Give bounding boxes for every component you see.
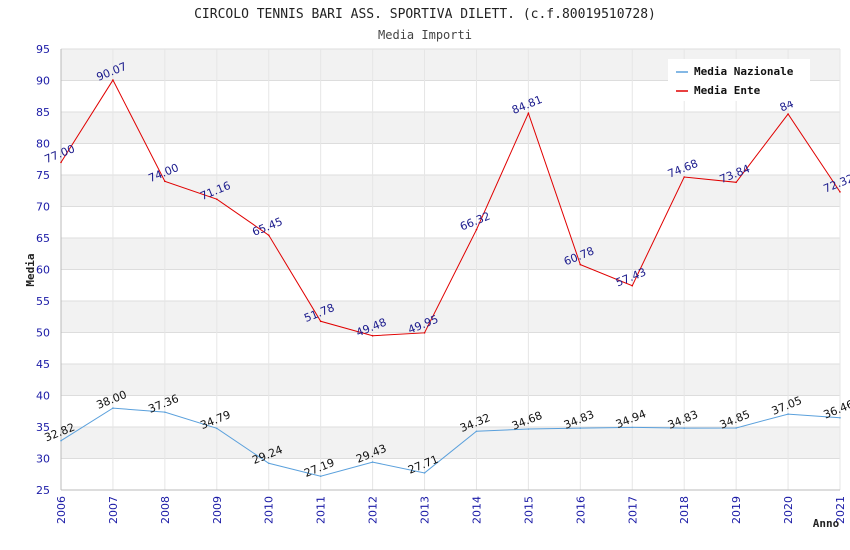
x-axis-label: Anno xyxy=(813,517,840,530)
x-axis: 2006 2007 2008 2009 2010 2011 2012 2013 2014 2015… xyxy=(55,496,847,524)
data-point xyxy=(216,427,218,430)
x-tick-label: 2016 xyxy=(574,496,587,524)
y-tick-label: 45 xyxy=(36,358,50,371)
data-point xyxy=(475,430,478,433)
x-tick-label: 2021 xyxy=(834,496,847,524)
grid-band xyxy=(61,143,840,175)
legend-label-media-ente: Media Ente xyxy=(694,84,761,97)
data-label: 84 xyxy=(778,97,796,114)
y-axis-label: Media xyxy=(24,253,37,286)
x-tick-label: 2008 xyxy=(159,496,172,524)
y-tick-label: 70 xyxy=(36,201,50,214)
data-point xyxy=(683,176,685,178)
series-lines xyxy=(60,79,841,478)
data-point xyxy=(60,161,62,164)
data-point xyxy=(839,417,841,419)
grid-band xyxy=(61,301,840,333)
legend: Media Nazionale Media Ente xyxy=(668,59,810,101)
plot-background xyxy=(60,48,841,491)
series-line-media-nazionale xyxy=(60,407,841,477)
y-tick-label: 35 xyxy=(36,421,50,434)
x-tick-label: 2017 xyxy=(626,496,639,524)
data-point xyxy=(787,113,789,115)
y-tick-label: 55 xyxy=(36,295,50,308)
data-point xyxy=(527,112,530,114)
x-tick-label: 2020 xyxy=(782,496,795,524)
y-tick-label: 90 xyxy=(36,75,50,88)
data-point xyxy=(164,180,166,183)
y-tick-label: 60 xyxy=(36,264,50,277)
y-tick-label: 75 xyxy=(36,169,50,182)
y-tick-label: 50 xyxy=(36,327,50,340)
data-point xyxy=(267,234,270,236)
x-tick-label: 2013 xyxy=(419,496,432,524)
data-point xyxy=(371,334,374,337)
data-point xyxy=(631,284,634,287)
grid-band xyxy=(61,395,840,427)
data-point xyxy=(579,427,582,429)
x-tick-label: 2007 xyxy=(107,496,120,524)
data-point xyxy=(579,263,582,266)
data-point xyxy=(112,407,114,409)
x-tick-label: 2009 xyxy=(211,496,224,524)
data-point xyxy=(319,320,322,323)
x-tick-label: 2006 xyxy=(55,496,68,524)
grid-band xyxy=(61,269,840,301)
series-line-media-ente xyxy=(60,79,841,337)
grid-band xyxy=(61,427,840,459)
y-tick-label: 80 xyxy=(36,138,50,151)
y-tick-label: 95 xyxy=(36,43,50,56)
data-point xyxy=(839,191,841,193)
x-tick-label: 2015 xyxy=(522,496,535,524)
data-point xyxy=(787,413,789,415)
data-point xyxy=(60,439,62,442)
data-point xyxy=(319,475,322,478)
x-tick-label: 2010 xyxy=(263,496,276,524)
x-tick-label: 2014 xyxy=(470,496,483,524)
x-tick-label: 2012 xyxy=(367,496,380,524)
data-point xyxy=(735,427,737,429)
y-axis: 25 30 35 40 45 50 55 60 65 70 75 80 85 90 95 xyxy=(36,43,50,497)
legend-label-media-nazionale: Media Nazionale xyxy=(694,65,794,78)
data-point xyxy=(631,426,634,429)
data-point xyxy=(112,79,114,81)
grid-band xyxy=(61,364,840,396)
chart-title: CIRCOLO TENNIS BARI ASS. SPORTIVA DILETT… xyxy=(194,7,656,22)
chart-subtitle: Media Importi xyxy=(378,28,472,42)
y-tick-label: 30 xyxy=(36,453,50,466)
data-point xyxy=(267,462,270,465)
y-tick-label: 65 xyxy=(36,232,50,245)
data-point xyxy=(371,461,374,463)
data-point xyxy=(527,428,530,430)
grid-band xyxy=(61,206,840,238)
data-point xyxy=(683,427,685,429)
grid-band xyxy=(61,332,840,364)
grid-band xyxy=(61,238,840,270)
y-tick-label: 85 xyxy=(36,106,50,119)
grid-band xyxy=(61,112,840,144)
x-tick-label: 2018 xyxy=(678,496,691,524)
y-tick-label: 25 xyxy=(36,484,50,497)
x-tick-label: 2011 xyxy=(315,496,328,524)
x-tick-label: 2019 xyxy=(730,496,743,524)
data-point xyxy=(423,472,426,474)
data-point xyxy=(735,181,737,184)
data-point xyxy=(423,332,426,334)
legend-box xyxy=(668,59,810,101)
y-tick-label: 40 xyxy=(36,390,50,403)
data-point xyxy=(164,411,166,413)
data-point xyxy=(216,198,218,200)
data-point xyxy=(475,228,478,231)
grid-band xyxy=(61,458,840,490)
